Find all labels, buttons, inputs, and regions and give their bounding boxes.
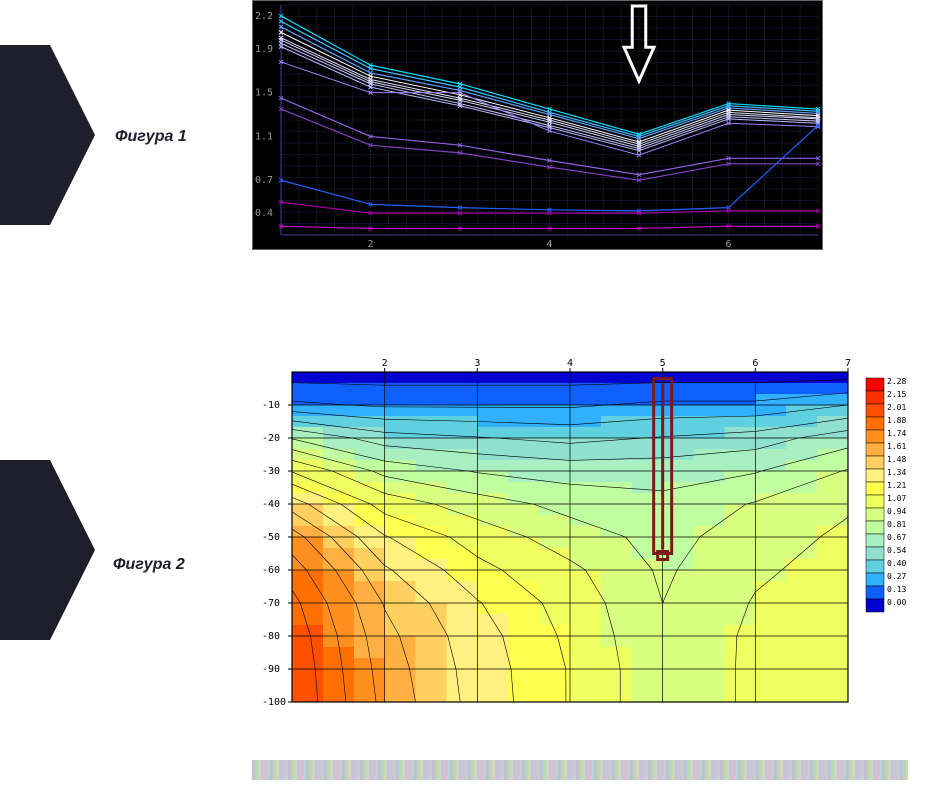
svg-text:0.27: 0.27 [887,572,906,581]
svg-text:1.74: 1.74 [887,429,906,438]
svg-text:-90: -90 [262,664,280,675]
svg-text:0.13: 0.13 [887,585,906,594]
svg-text:-30: -30 [262,466,280,477]
pentagon-marker-1 [0,45,50,225]
svg-text:0.54: 0.54 [887,546,906,555]
figure1-svg: 0.4 0.7 1.1 1.5 1.9 2.2 2 4 6 [253,1,824,251]
svg-text:-70: -70 [262,598,280,609]
svg-text:4: 4 [547,239,553,250]
svg-text:0.40: 0.40 [887,559,906,568]
figure1-chart: 0.4 0.7 1.1 1.5 1.9 2.2 2 4 6 [252,0,823,250]
svg-text:-80: -80 [262,631,280,642]
svg-text:2.01: 2.01 [887,403,906,412]
svg-text:-100: -100 [262,697,286,708]
svg-text:2: 2 [382,358,388,369]
svg-text:2.2: 2.2 [255,11,273,22]
svg-text:0.4: 0.4 [255,208,273,219]
figure2-svg: 2 3 4 5 6 7 -10 -20 -30 -40 -50 -60 -70 -80 -90 -100 2.2… [252,350,908,720]
svg-text:-50: -50 [262,532,280,543]
svg-text:-10: -10 [262,400,280,411]
noise-strip [252,760,908,780]
svg-text:0.00: 0.00 [887,598,906,607]
svg-text:6: 6 [726,239,732,250]
svg-text:7: 7 [845,358,851,369]
svg-text:1.9: 1.9 [255,44,273,55]
figure1-label: Фигура 1 [115,128,187,146]
svg-text:4: 4 [567,358,573,369]
svg-text:-60: -60 [262,565,280,576]
svg-text:2.15: 2.15 [887,390,906,399]
svg-text:6: 6 [752,358,758,369]
figure2-chart: 2 3 4 5 6 7 -10 -20 -30 -40 -50 -60 -70 -80 -90 -100 2.2… [252,350,908,720]
figure2-label: Фигура 2 [113,556,185,574]
svg-text:1.21: 1.21 [887,481,906,490]
svg-text:1.34: 1.34 [887,468,906,477]
svg-text:-40: -40 [262,499,280,510]
svg-text:5: 5 [660,358,666,369]
pentagon-marker-2 [0,460,50,640]
svg-text:2.28: 2.28 [887,377,906,386]
svg-text:1.88: 1.88 [887,416,906,425]
svg-text:0.94: 0.94 [887,507,906,516]
svg-text:0.7: 0.7 [255,175,273,186]
svg-text:1.1: 1.1 [255,131,273,142]
svg-text:1.48: 1.48 [887,455,906,464]
svg-text:0.67: 0.67 [887,533,906,542]
svg-text:2: 2 [368,239,374,250]
svg-text:3: 3 [474,358,480,369]
svg-text:1.07: 1.07 [887,494,906,503]
svg-text:1.61: 1.61 [887,442,906,451]
svg-text:-20: -20 [262,433,280,444]
svg-text:0.81: 0.81 [887,520,906,529]
svg-text:1.5: 1.5 [255,88,273,99]
